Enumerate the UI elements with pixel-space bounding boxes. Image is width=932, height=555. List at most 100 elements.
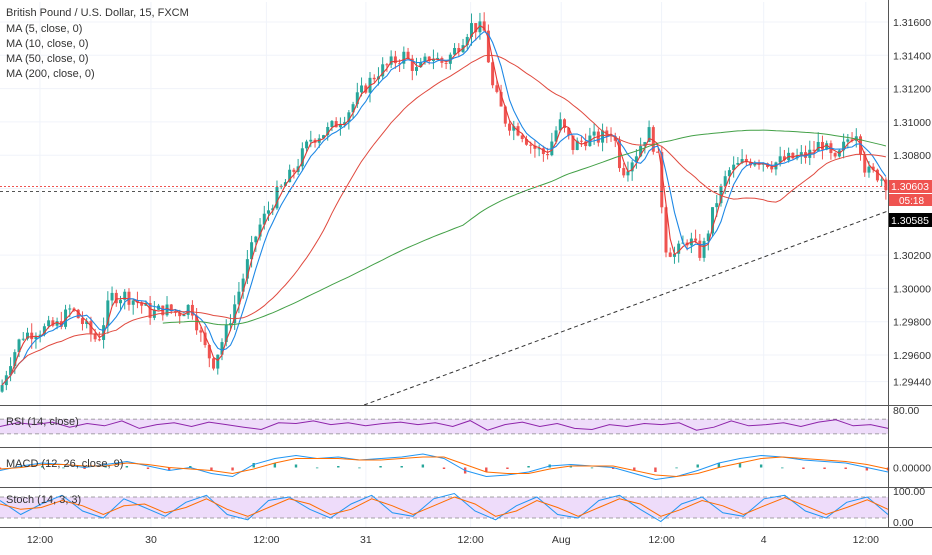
candle-body bbox=[469, 23, 473, 37]
x-tick-label: 31 bbox=[360, 534, 372, 546]
y-tick-label: 1.30000 bbox=[893, 283, 931, 295]
macd-tick-label: 0.00000 bbox=[893, 463, 931, 475]
candle-body bbox=[833, 153, 837, 157]
macd-signal-line bbox=[0, 456, 889, 478]
candle-body bbox=[702, 241, 706, 258]
candle-body bbox=[254, 236, 258, 243]
candle-body bbox=[782, 156, 786, 161]
macd-pane[interactable] bbox=[0, 453, 890, 481]
candle-body bbox=[537, 148, 541, 150]
candle-body bbox=[186, 304, 190, 315]
rsi-pane[interactable] bbox=[0, 418, 889, 435]
candle-body bbox=[503, 106, 507, 124]
macd-histogram-bar bbox=[379, 466, 382, 468]
candle-body bbox=[237, 291, 241, 305]
candle-body bbox=[360, 85, 364, 93]
trendline-price-badge bbox=[889, 213, 932, 227]
candle-body bbox=[427, 56, 431, 61]
macd-histogram-bar bbox=[802, 467, 805, 469]
y-tick-label: 1.29800 bbox=[893, 317, 931, 329]
candle-body bbox=[97, 339, 101, 341]
candle-body bbox=[355, 92, 359, 105]
candle-body bbox=[389, 56, 393, 65]
candle-body bbox=[233, 304, 237, 324]
candle-body bbox=[558, 119, 562, 131]
candle-body bbox=[262, 213, 266, 225]
candle-body bbox=[300, 148, 304, 167]
candle-body bbox=[846, 139, 850, 142]
candle-body bbox=[182, 314, 186, 317]
candle-body bbox=[601, 130, 605, 143]
trendline[interactable] bbox=[363, 210, 889, 406]
macd-histogram-bar bbox=[590, 467, 594, 469]
candle-body bbox=[68, 308, 72, 310]
y-tick-label: 1.31600 bbox=[893, 17, 931, 29]
candle-body bbox=[842, 141, 846, 151]
macd-histogram-bar bbox=[167, 467, 171, 471]
stoch-tick-top: 100.00 bbox=[893, 486, 925, 498]
legend-ma200: MA (200, close, 0) bbox=[6, 68, 95, 80]
main-price-pane[interactable] bbox=[0, 12, 889, 406]
candle-body bbox=[668, 252, 672, 257]
candle-body bbox=[727, 170, 731, 177]
candle-body bbox=[554, 130, 558, 142]
rsi-line bbox=[0, 419, 889, 431]
candle-body bbox=[791, 152, 795, 159]
candle-body bbox=[419, 62, 423, 68]
candle-body bbox=[563, 119, 567, 128]
candle-body bbox=[444, 62, 448, 64]
macd-histogram-bar bbox=[125, 466, 129, 468]
candle-body bbox=[76, 309, 80, 319]
oscillator-band bbox=[0, 497, 888, 518]
stoch-label: Stoch (14, 3, 3) bbox=[6, 494, 81, 506]
candle-body bbox=[571, 135, 575, 150]
macd-histogram-bar bbox=[738, 463, 742, 468]
candle-body bbox=[216, 354, 220, 369]
candle-body bbox=[723, 176, 727, 186]
candle-body bbox=[140, 302, 144, 306]
candle-body bbox=[672, 253, 676, 257]
macd-histogram-bar bbox=[0, 467, 2, 469]
candle-body bbox=[123, 291, 127, 300]
macd-histogram-bar bbox=[442, 467, 446, 469]
candle-body bbox=[639, 146, 643, 157]
candle-body bbox=[880, 179, 884, 181]
candle-body bbox=[245, 259, 249, 279]
candle-body bbox=[706, 233, 710, 242]
candle-body bbox=[867, 166, 871, 173]
trendline-price-label: 1.30585 bbox=[891, 215, 929, 227]
candle-body bbox=[321, 135, 325, 139]
candle-body bbox=[863, 154, 867, 173]
candle-body bbox=[119, 299, 123, 304]
macd-histogram-bar bbox=[231, 467, 234, 471]
candle-body bbox=[799, 152, 803, 156]
candle-body bbox=[13, 352, 17, 367]
x-tick-label: 12:00 bbox=[853, 534, 879, 546]
candle-body bbox=[64, 309, 68, 327]
candle-body bbox=[25, 332, 29, 339]
candle-body bbox=[220, 342, 224, 355]
candle-body bbox=[267, 210, 271, 214]
candle-body bbox=[30, 332, 34, 340]
ma5-line bbox=[1, 24, 887, 386]
macd-histogram-bar bbox=[654, 467, 657, 472]
macd-histogram-bar bbox=[675, 467, 678, 469]
candle-body bbox=[258, 224, 262, 237]
candle-body bbox=[410, 58, 414, 71]
macd-histogram-bar bbox=[400, 466, 403, 468]
candle-body bbox=[643, 142, 647, 147]
candle-body bbox=[241, 278, 245, 292]
candle-body bbox=[334, 121, 338, 128]
candle-body bbox=[499, 91, 503, 107]
macd-histogram-bar bbox=[83, 467, 86, 469]
candle-body bbox=[622, 168, 626, 176]
stoch-pane[interactable] bbox=[0, 492, 889, 523]
macd-line bbox=[0, 453, 889, 481]
oscillator-band bbox=[0, 419, 888, 434]
candle-body bbox=[871, 166, 875, 170]
candle-body bbox=[634, 156, 638, 163]
candle-body bbox=[406, 51, 410, 59]
candle-body bbox=[250, 242, 254, 260]
